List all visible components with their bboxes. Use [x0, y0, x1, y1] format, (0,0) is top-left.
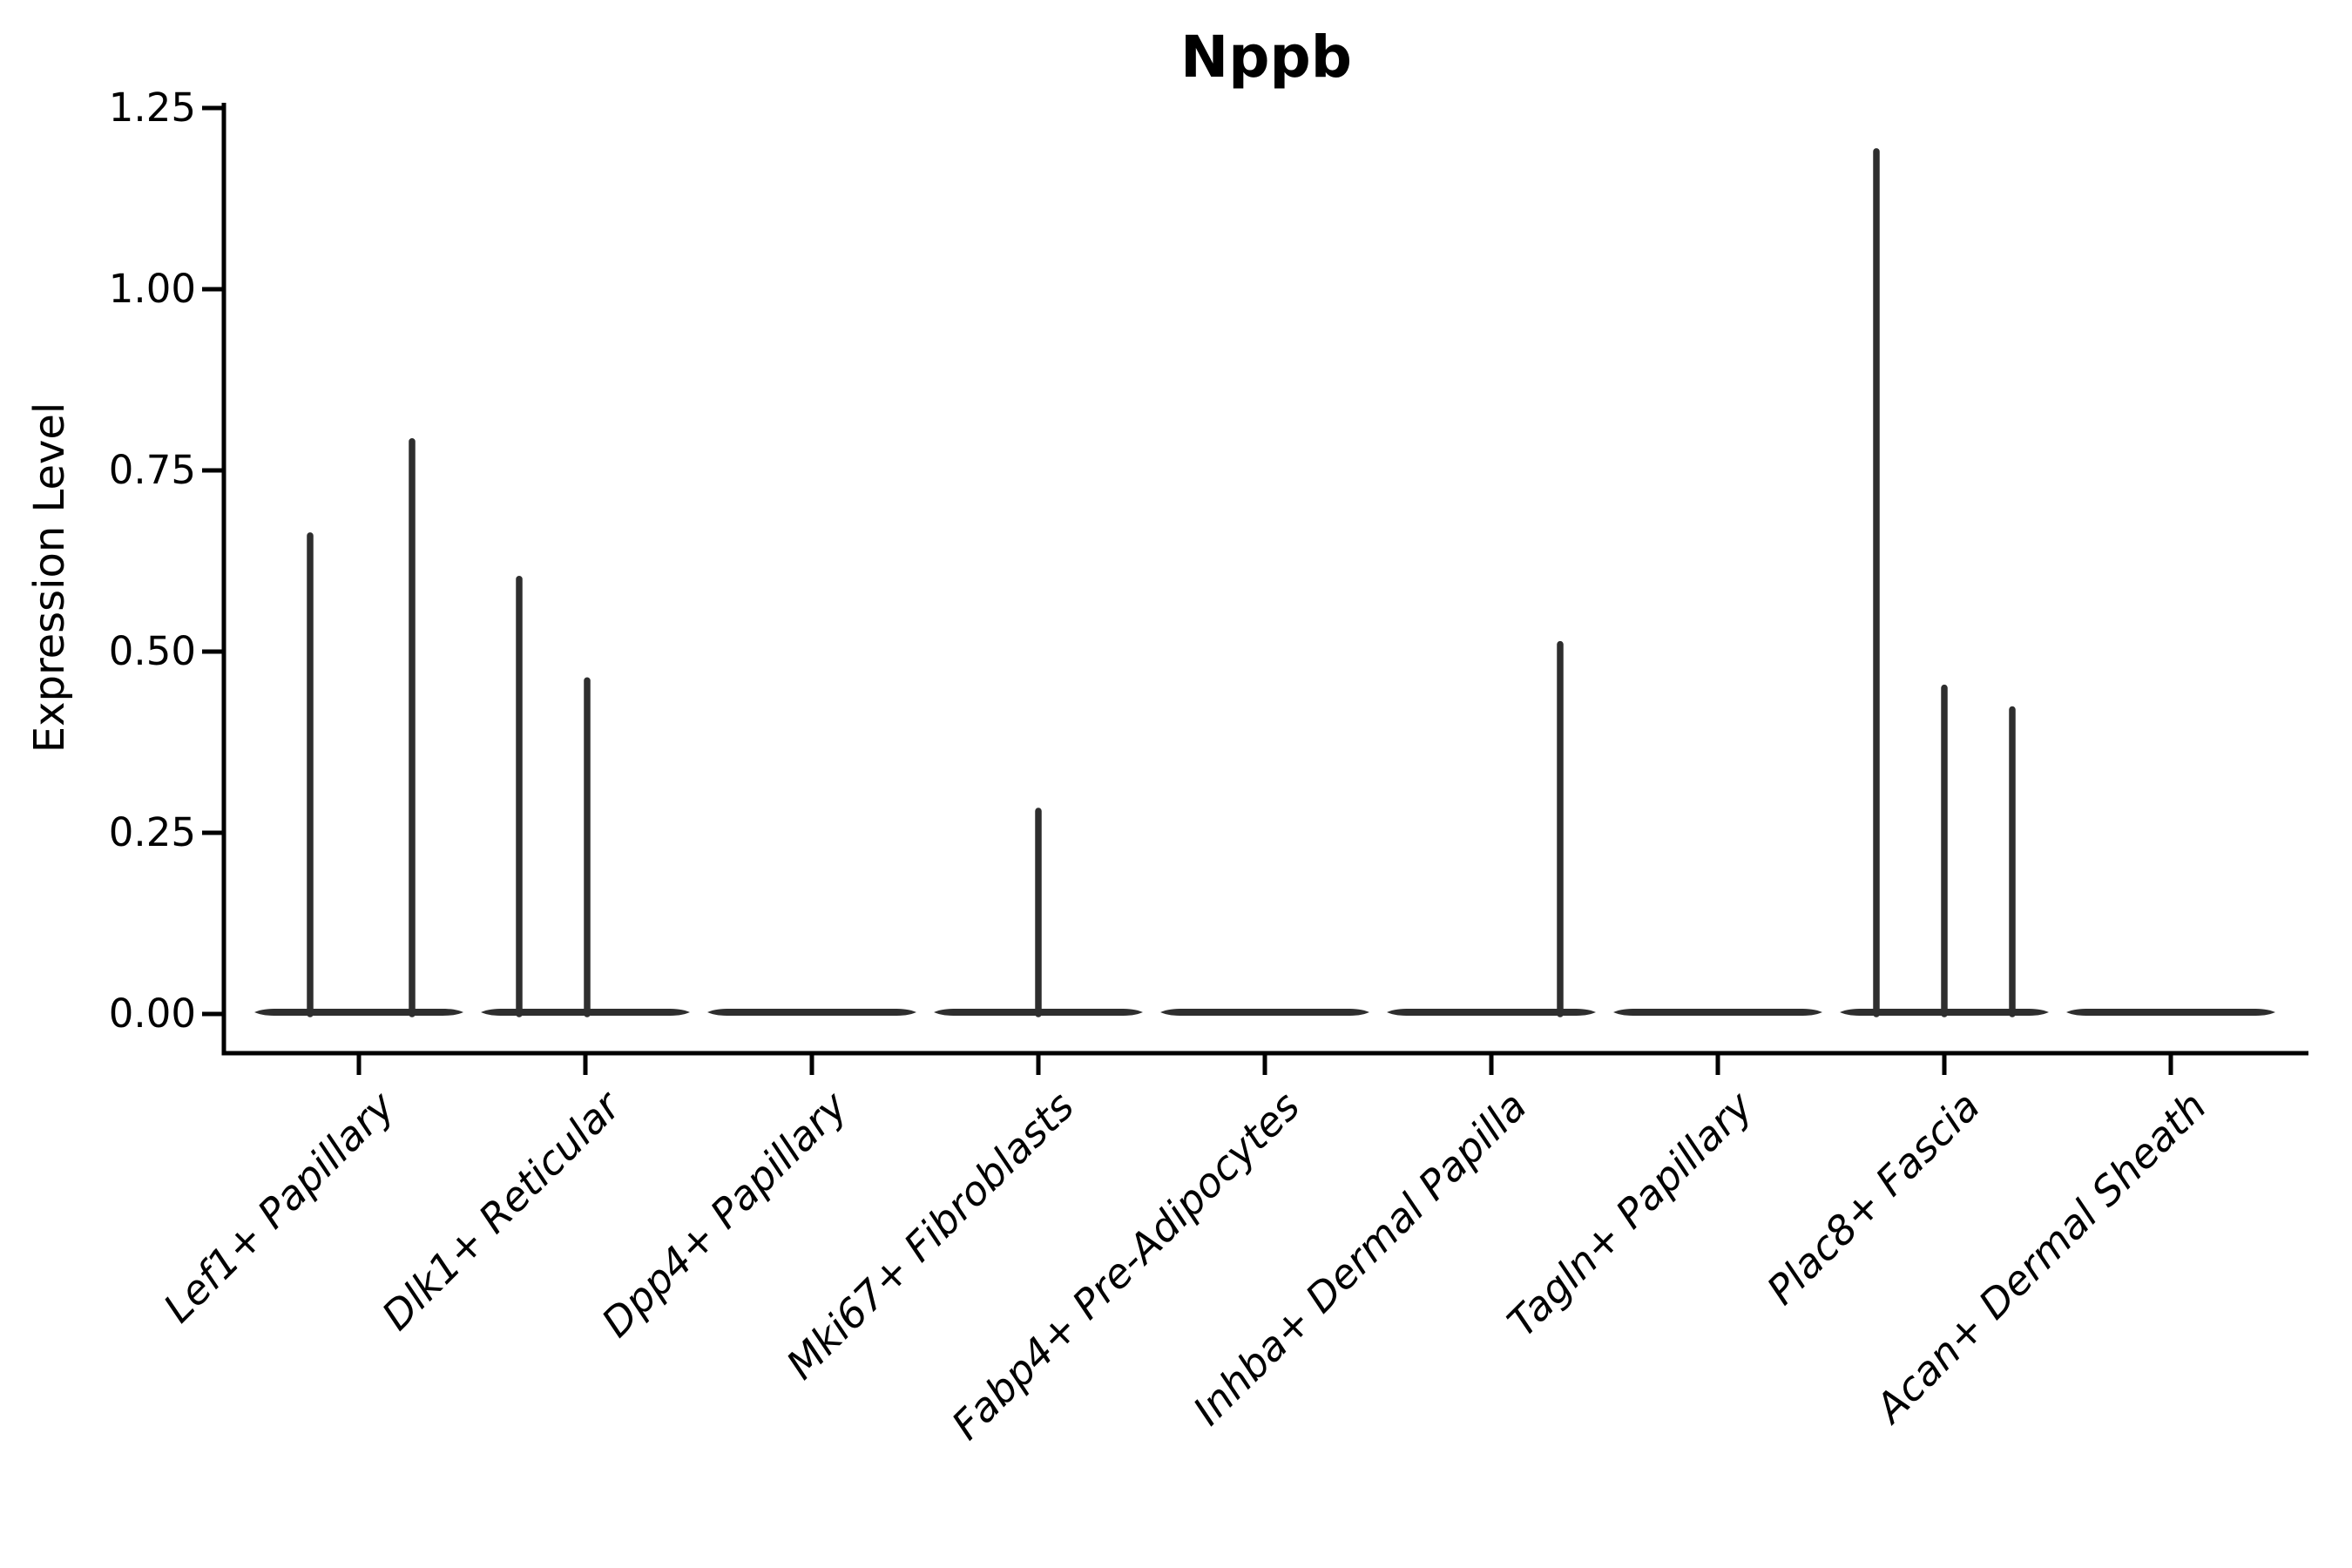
y-tick-label: 0.75: [108, 447, 196, 493]
violin-body: [254, 1009, 463, 1016]
y-tick-label: 1.00: [108, 266, 196, 312]
y-tick-label: 1.25: [108, 84, 196, 131]
violin-body: [1387, 1009, 1596, 1016]
y-tick-label: 0.25: [108, 809, 196, 855]
violin-body: [1160, 1009, 1369, 1016]
plot-title: Nppb: [1180, 24, 1352, 91]
axis-spines: [221, 103, 2308, 1056]
violin-body: [1613, 1009, 1822, 1016]
violin-body: [2066, 1009, 2275, 1016]
y-tick-label: 0.00: [108, 990, 196, 1037]
violin-body: [707, 1009, 916, 1016]
y-tick-label: 0.50: [108, 628, 196, 674]
